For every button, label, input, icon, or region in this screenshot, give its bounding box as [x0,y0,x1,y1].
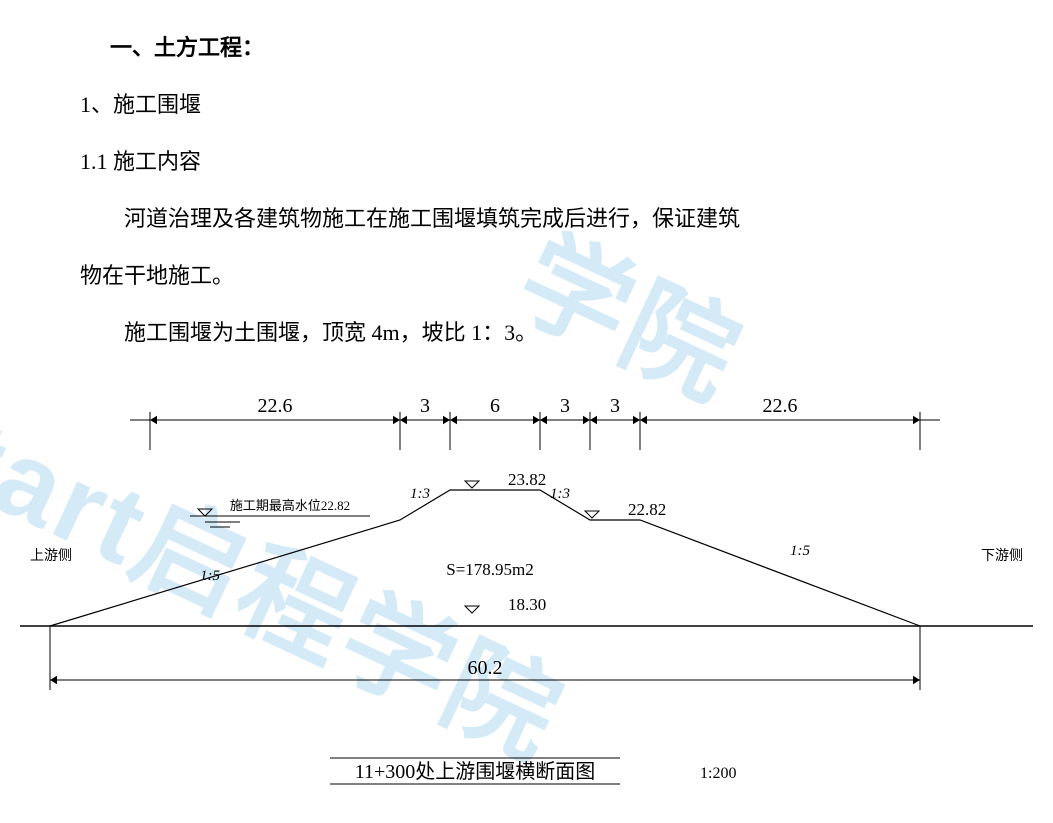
svg-text:下游侧: 下游侧 [981,548,1023,564]
document-body: 一、土方工程： 1、施工围堰 1.1 施工内容 河道治理及各建筑物施工在施工围堰… [0,0,1053,347]
svg-text:1:3: 1:3 [550,486,570,502]
para-1: 1、施工围堰 [80,87,973,119]
svg-text:1:5: 1:5 [790,543,810,559]
cross-section-diagram: 22.6 3 6 3 3 22.6 施工期最高水位22.82 23.82 22.82 18.30 1… [0,380,1053,810]
svg-text:3: 3 [560,395,570,417]
svg-text:1:5: 1:5 [200,568,220,584]
svg-text:施工期最高水位22.82: 施工期最高水位22.82 [230,498,350,513]
svg-text:22.82: 22.82 [628,500,666,519]
para-5: 施工围堰为土围堰，顶宽 4m，坡比 1：3。 [80,315,973,347]
svg-text:11+300处上游围堰横断面图: 11+300处上游围堰横断面图 [355,760,596,783]
svg-text:1:200: 1:200 [700,765,736,782]
svg-text:3: 3 [610,395,620,417]
svg-text:60.2: 60.2 [468,657,503,679]
para-4: 物在干地施工。 [80,258,973,290]
svg-text:S=178.95m2: S=178.95m2 [446,560,534,579]
svg-text:18.30: 18.30 [508,595,546,614]
heading-1: 一、土方工程： [110,30,973,62]
svg-text:上游侧: 上游侧 [30,548,72,564]
svg-text:22.6: 22.6 [258,395,293,417]
svg-text:1:3: 1:3 [410,486,430,502]
svg-text:3: 3 [420,395,430,417]
svg-text:6: 6 [490,395,500,417]
para-3: 河道治理及各建筑物施工在施工围堰填筑完成后进行，保证建筑 [80,201,973,233]
svg-text:22.6: 22.6 [763,395,798,417]
svg-text:23.82: 23.82 [508,470,546,489]
para-2: 1.1 施工内容 [80,144,973,176]
